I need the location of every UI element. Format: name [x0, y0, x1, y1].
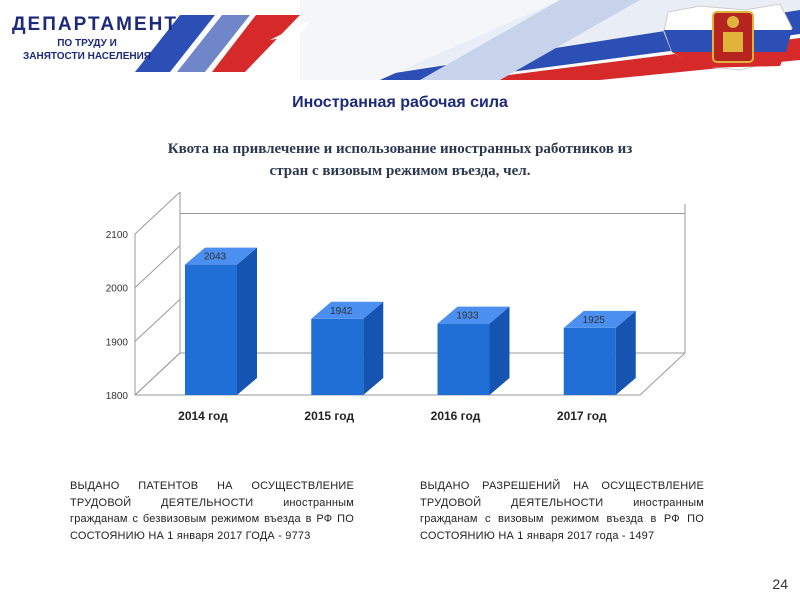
bar-top [437, 306, 510, 324]
data-label-1: 2043 [204, 252, 227, 263]
chart-bars: 2043 1942 1933 1925 [185, 247, 636, 395]
data-label-2: 1942 [330, 306, 353, 317]
data-label-3: 1933 [456, 311, 479, 322]
permits-info: ВЫДАНО РАЗРЕШЕНИЙ НА ОСУЩЕСТВЛЕНИЕ ТРУДО… [420, 480, 704, 542]
x-tick-label-2: 2015 год [304, 409, 354, 423]
y-tick-label-1900: 1900 [106, 337, 129, 348]
bar-top [185, 247, 257, 265]
bar-1: 2043 [185, 247, 257, 395]
bar-front [311, 318, 364, 395]
coat-of-arms-icon [712, 11, 754, 63]
bar-3: 1933 [437, 306, 510, 395]
logo-stripe-blue [135, 15, 215, 72]
bar-front [437, 323, 490, 395]
header-banner: ДЕПАРТАМЕНТ ПО ТРУДУ И ЗАНЯТОСТИ НАСЕЛЕН… [0, 0, 800, 80]
data-label-4: 1925 [583, 315, 606, 326]
x-tick-label-4: 2017 год [557, 409, 607, 423]
department-logo: ДЕПАРТАМЕНТ ПО ТРУДУ И ЗАНЯТОСТИ НАСЕЛЕН… [12, 14, 178, 62]
bar-2: 1942 [311, 301, 384, 395]
page-title: Иностранная рабочая сила [292, 94, 508, 111]
page-number: 24 [772, 576, 788, 592]
chart-title: Квота на привлечение и использование ино… [167, 141, 633, 179]
bar-side [363, 301, 384, 395]
logo-line2: ПО ТРУДУ И [57, 38, 117, 49]
bar-side [237, 247, 257, 395]
x-tick-label-3: 2016 год [431, 409, 481, 423]
logo-stripe-red [212, 15, 300, 72]
y-tick-label-2100: 2100 [106, 230, 129, 241]
y-gridline-2100 [134, 191, 181, 235]
y-gridline-2000 [134, 245, 181, 289]
y-tick-label-2000: 2000 [106, 284, 129, 295]
x-axis: 2014 год 2015 год 2016 год 2017 год [178, 409, 607, 423]
logo-line1: ДЕПАРТАМЕНТ [12, 14, 178, 35]
bar-top [311, 301, 384, 319]
banner-decoration [135, 0, 800, 80]
logo-line3: ЗАНЯТОСТИ НАСЕЛЕНИЯ [23, 51, 151, 62]
logo-stripe-light [177, 15, 250, 72]
bar-4: 1925 [563, 310, 636, 395]
bar-chart: 1800 1900 2000 2100 2043 1942 1933 1925 2014 г… [106, 191, 686, 423]
bar-front [563, 327, 616, 395]
patents-info: ВЫДАНО ПАТЕНТОВ НА ОСУЩЕСТВЛЕНИЕ ТРУДОВО… [70, 480, 354, 542]
bar-top [563, 310, 636, 328]
bar-front [185, 264, 237, 395]
y-gridline-1900 [134, 298, 181, 342]
bar-side [489, 306, 510, 395]
y-tick-label-1800: 1800 [106, 391, 129, 402]
floor-right-edge [639, 352, 686, 396]
y-axis: 1800 1900 2000 2100 [106, 191, 181, 402]
bar-side [615, 310, 636, 395]
y-gridline-1800 [134, 352, 181, 396]
x-tick-label-1: 2014 год [178, 409, 228, 423]
